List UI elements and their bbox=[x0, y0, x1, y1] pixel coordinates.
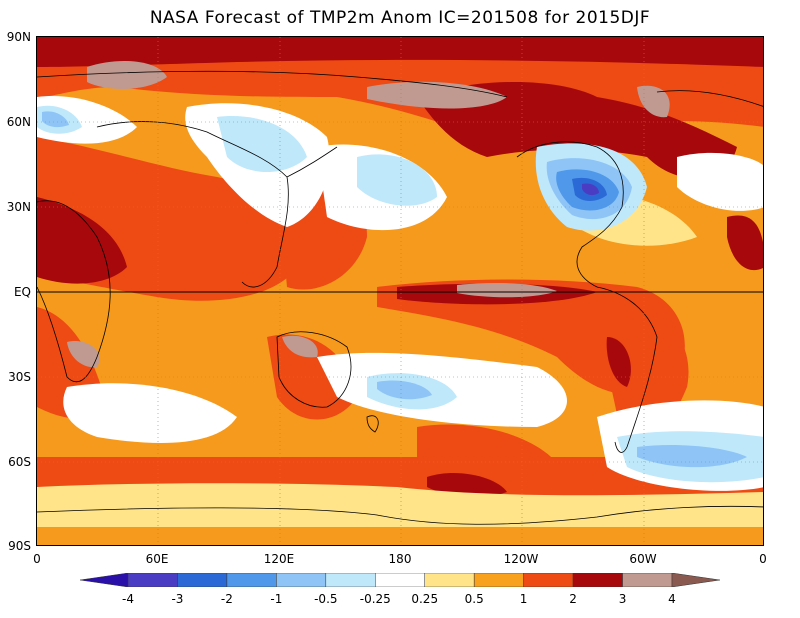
colorbar-end-low bbox=[80, 573, 129, 587]
map-title: NASA Forecast of TMP2m Anom IC=201508 fo… bbox=[149, 8, 651, 28]
forecast-map bbox=[36, 36, 764, 546]
lon-label-180: 180 bbox=[388, 552, 412, 566]
colorbar-tick-label: 3 bbox=[618, 592, 627, 606]
lat-label-eq: EQ bbox=[13, 285, 31, 299]
lon-label-0: 0 bbox=[33, 552, 41, 566]
colorbar-tick-label: 0.5 bbox=[464, 592, 484, 606]
colorbar-tick-label: -2 bbox=[220, 592, 233, 606]
lon-label-120e: 120E bbox=[263, 552, 295, 566]
colorbar-end-high bbox=[671, 573, 720, 587]
colorbar-tick-label: 4 bbox=[668, 592, 676, 606]
colorbar-box bbox=[375, 573, 425, 587]
lon-label-60w: 60W bbox=[629, 552, 657, 566]
colorbar-tick-label: 2 bbox=[569, 592, 577, 606]
colorbar-box bbox=[276, 573, 327, 587]
colorbar-tick-label: 0.25 bbox=[411, 592, 439, 606]
colorbar-box bbox=[572, 573, 623, 587]
lat-label-90n: 90N bbox=[6, 30, 31, 44]
colorbar-box bbox=[622, 573, 673, 587]
colorbar-box bbox=[424, 573, 475, 587]
lat-label-30n: 30N bbox=[6, 200, 31, 214]
colorbar-tick-label: -4 bbox=[122, 592, 134, 606]
colorbar-tick-label: -0.5 bbox=[314, 592, 338, 606]
colorbar-box bbox=[226, 573, 277, 587]
colorbar bbox=[80, 573, 720, 587]
lon-label-120w: 120W bbox=[503, 552, 539, 566]
colorbar-box bbox=[473, 573, 524, 587]
lon-label-60e: 60E bbox=[145, 552, 169, 566]
colorbar-box bbox=[177, 573, 228, 587]
lat-label-90s: 90S bbox=[8, 539, 31, 553]
lat-label-60s: 60S bbox=[8, 455, 31, 469]
colorbar-tick-label: 1 bbox=[519, 592, 528, 606]
colorbar-box bbox=[523, 573, 574, 587]
lat-label-60n: 60N bbox=[6, 115, 31, 129]
colorbar-box bbox=[127, 573, 178, 587]
colorbar-tick-label: -0.25 bbox=[359, 592, 391, 606]
colorbar-box bbox=[325, 573, 376, 587]
colorbar-tick-label: -3 bbox=[171, 592, 184, 606]
lon-label-0-end: 0 bbox=[759, 552, 767, 566]
colorbar-tick-label: -1 bbox=[270, 592, 283, 606]
lat-label-30s: 30S bbox=[8, 370, 31, 384]
